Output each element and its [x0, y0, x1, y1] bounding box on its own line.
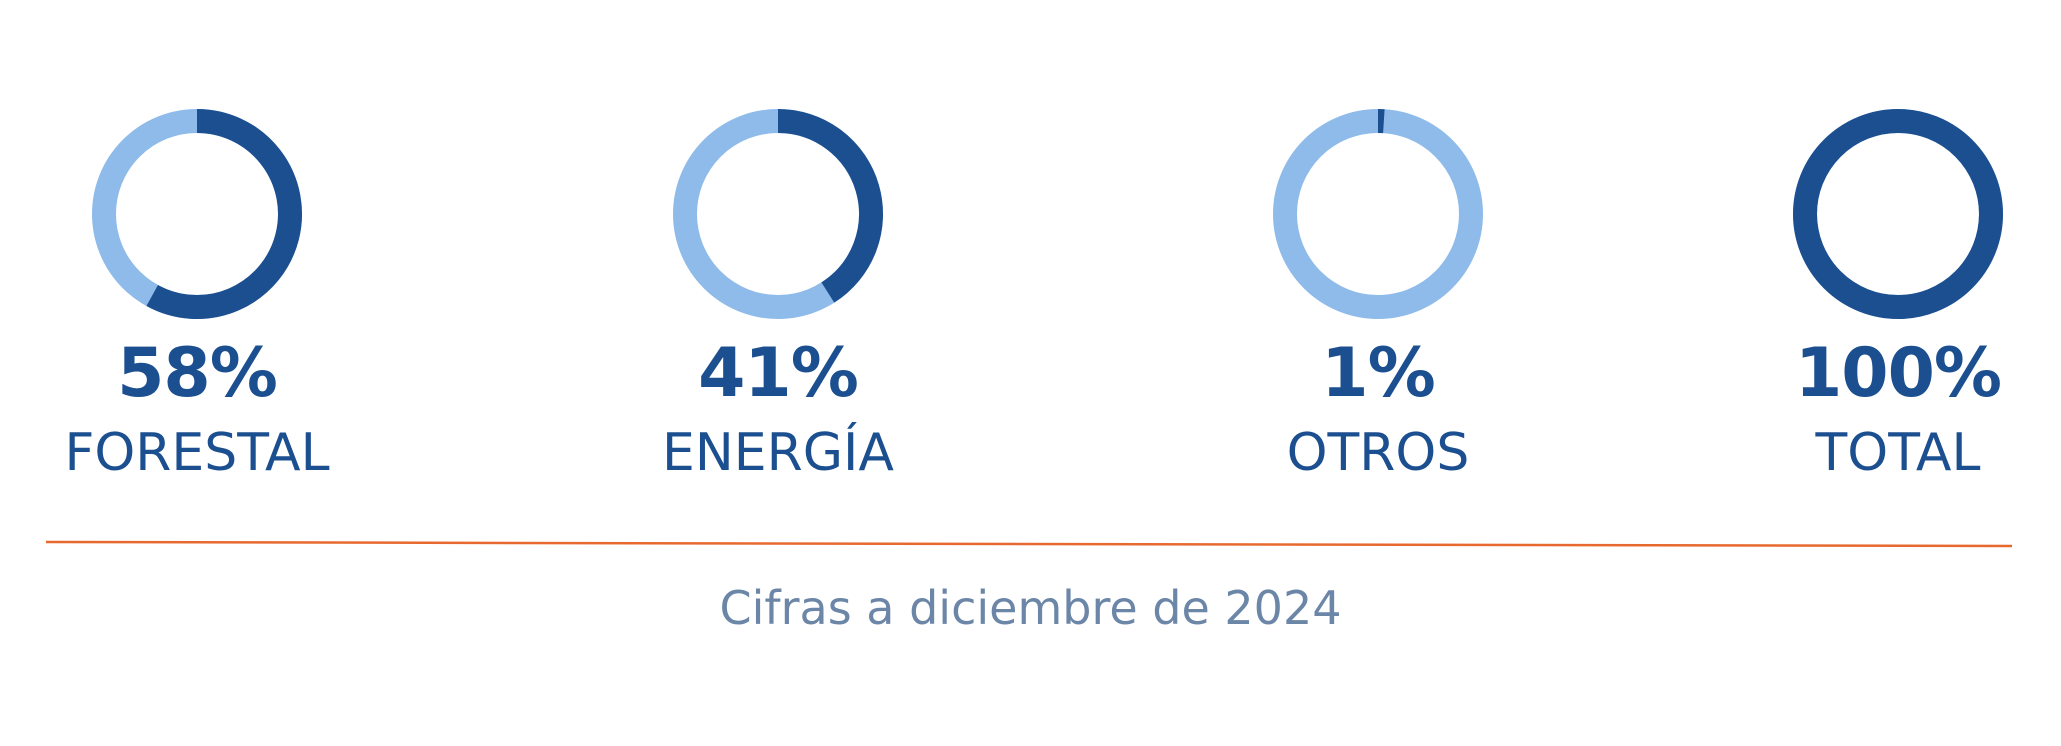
donut-chart-total [1793, 109, 2003, 319]
percent-value: 41% [698, 334, 859, 413]
donut-value-arc [777, 109, 883, 303]
kpi-forestal: 58% FORESTAL [17, 0, 377, 500]
kpi-total: 100% TOTAL [1718, 0, 2061, 500]
category-label: ENERGÍA [662, 423, 894, 483]
kpi-energia: 41% ENERGÍA [598, 0, 958, 500]
category-label: OTROS [1286, 423, 1470, 483]
donut-chart-energia [673, 109, 883, 319]
percent-value: 1% [1321, 334, 1435, 413]
kpi-otros: 1% OTROS [1198, 0, 1558, 500]
donut-value-arc [146, 109, 302, 319]
category-label: TOTAL [1815, 423, 1981, 483]
caption-date: Cifras a diciembre de 2024 [719, 581, 1342, 635]
category-label: FORESTAL [64, 423, 330, 483]
donut-chart-otros [1273, 109, 1483, 319]
donut-chart-forestal [92, 109, 302, 319]
donut-track [1273, 109, 1483, 319]
percent-value: 58% [117, 334, 278, 413]
donut-value-arc [1793, 109, 2003, 319]
divider-stroke [45, 540, 2013, 548]
percent-value: 100% [1794, 334, 2002, 413]
